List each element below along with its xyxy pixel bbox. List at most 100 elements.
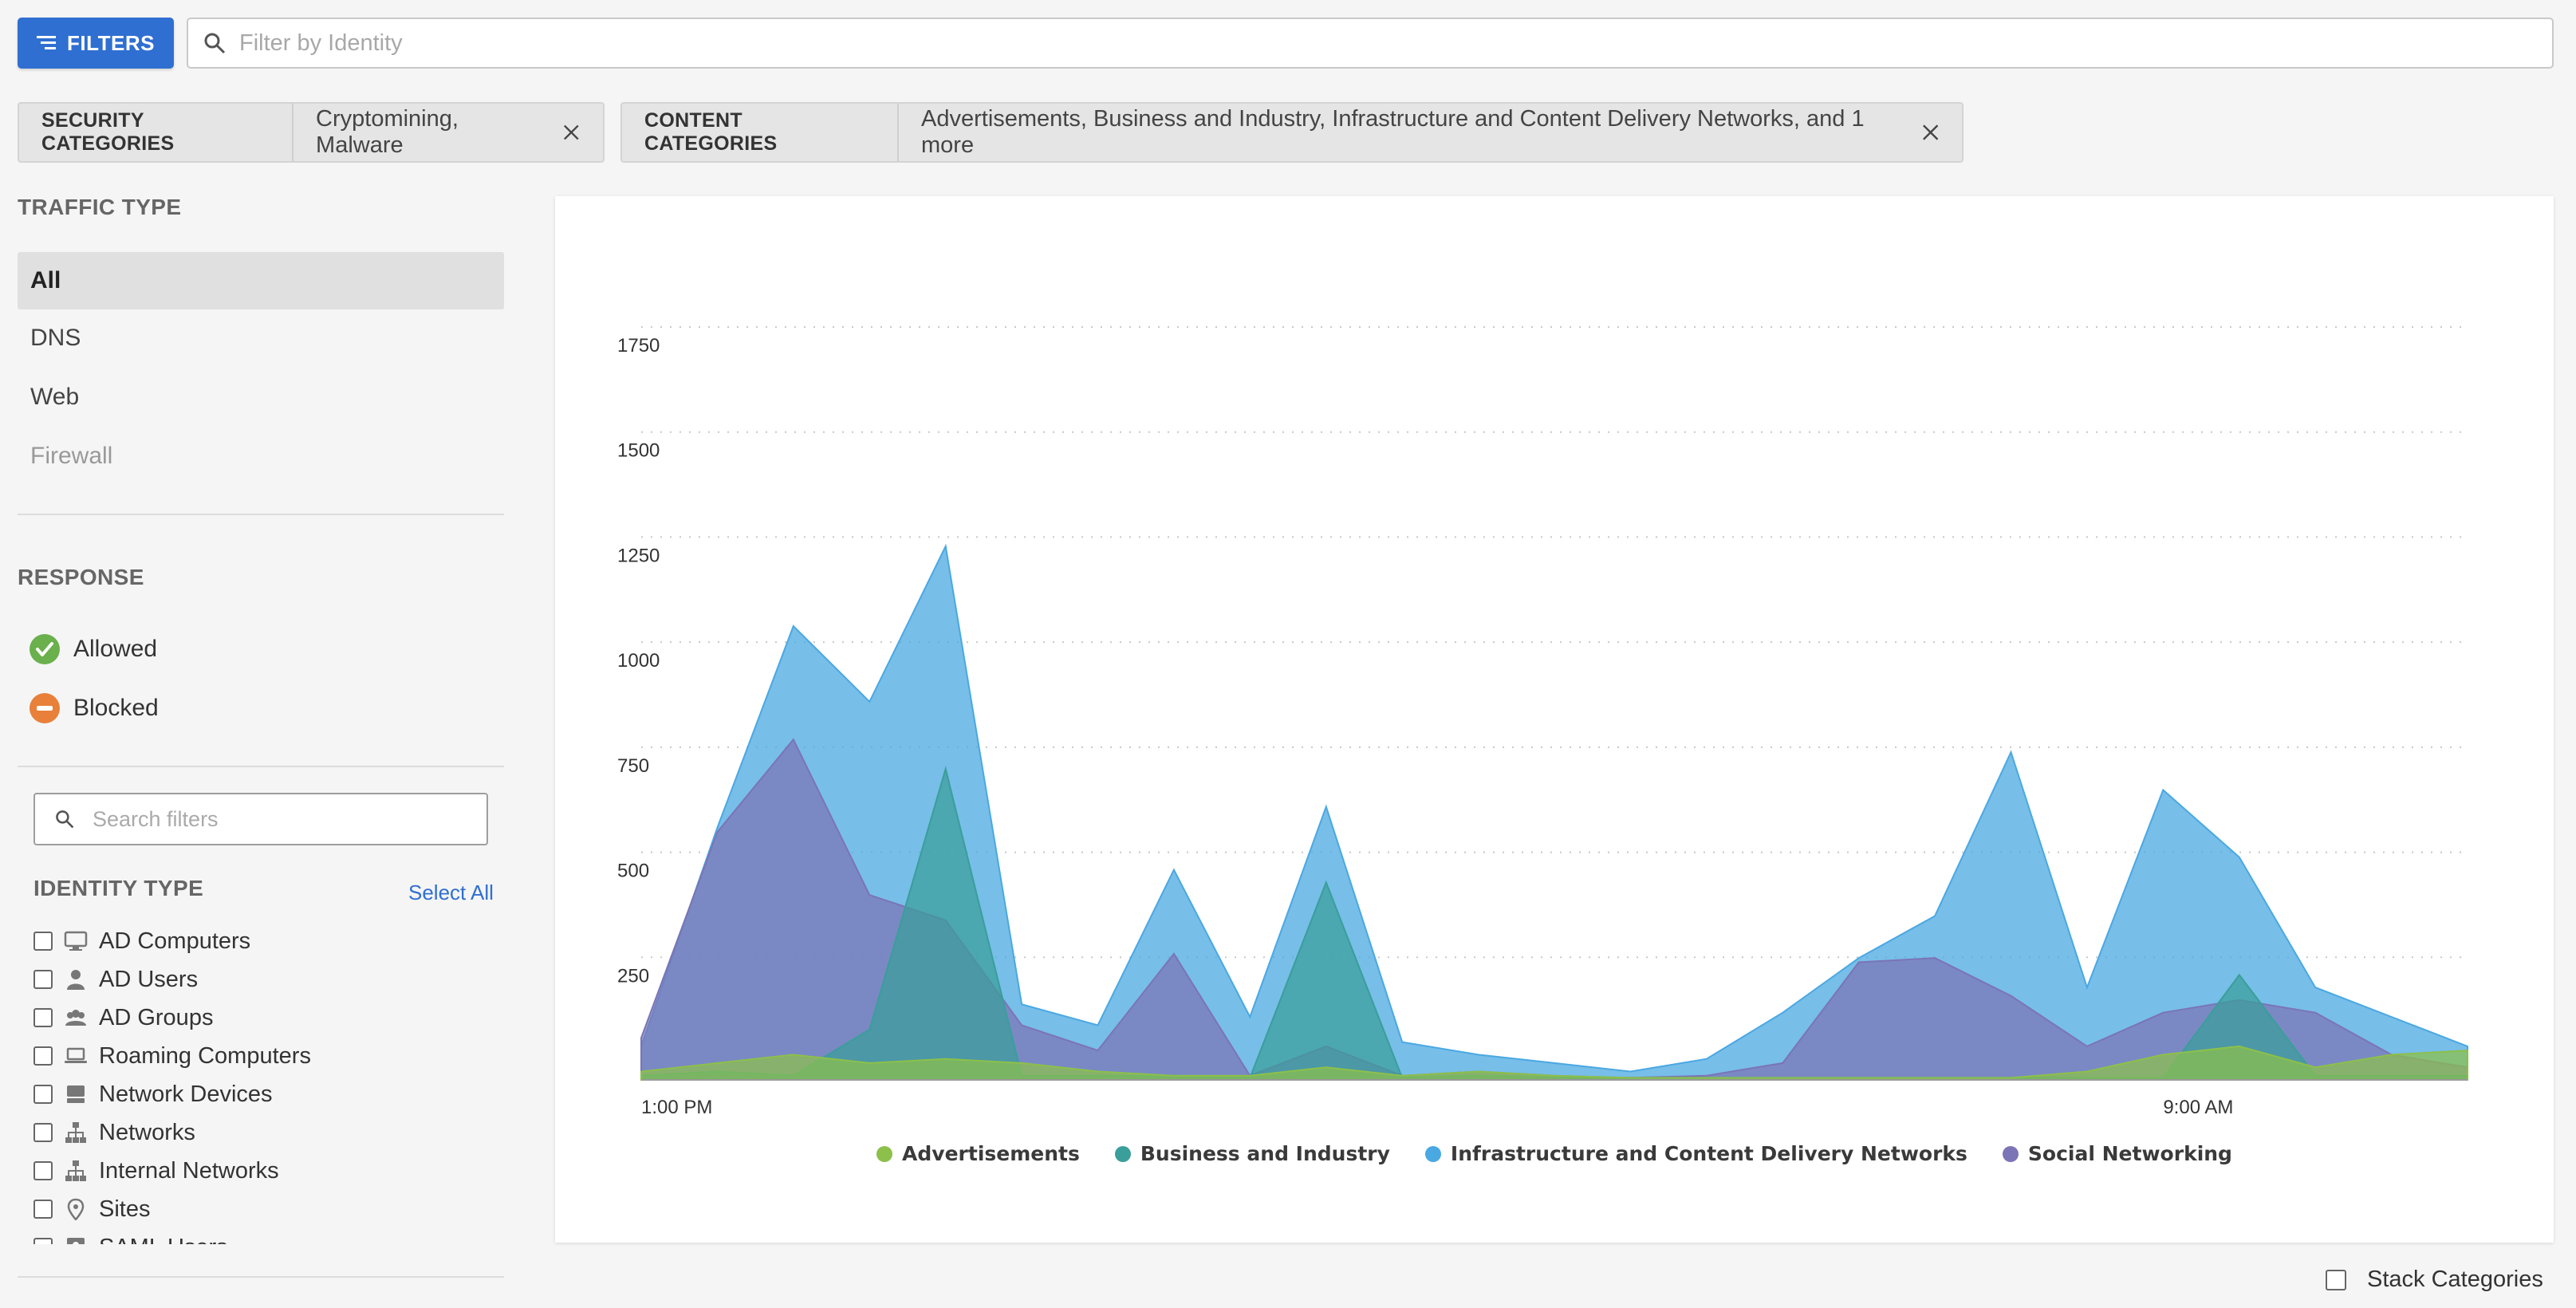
search-filters-field[interactable]	[33, 793, 488, 845]
group-icon	[65, 1010, 86, 1026]
legend-item[interactable]: Business and Industry	[1114, 1142, 1390, 1165]
search-filters-input[interactable]	[93, 806, 467, 832]
checkbox[interactable]	[33, 1085, 53, 1104]
divider	[18, 514, 504, 515]
response-blocked[interactable]: Blocked	[29, 692, 159, 724]
y-tick-label: 1750	[617, 335, 660, 357]
checkbox[interactable]	[33, 1046, 53, 1066]
response-heading: RESPONSE	[18, 565, 144, 589]
traffic-type-all[interactable]: All	[18, 252, 504, 309]
identity-filter-input[interactable]	[239, 30, 2472, 57]
select-all-link[interactable]: Select All	[408, 881, 494, 904]
divider	[18, 1276, 504, 1278]
y-tick-label: 1000	[617, 650, 660, 672]
x-tick-label: 9:00 AM	[2163, 1097, 2233, 1118]
response-label: Blocked	[73, 695, 159, 721]
search-icon	[56, 810, 74, 829]
legend-item[interactable]: Social Networking	[2002, 1142, 2232, 1165]
identity-type-roaming-computers[interactable]: Roaming Computers	[33, 1037, 504, 1075]
chip-value: Advertisements, Business and Industry, I…	[921, 106, 1865, 158]
identity-type-label: Roaming Computers	[99, 1042, 311, 1069]
monitor-icon	[64, 931, 88, 951]
identity-type-label: Networks	[99, 1119, 195, 1145]
y-tick-label: 250	[617, 965, 649, 987]
legend-item[interactable]: Advertisements	[876, 1142, 1080, 1165]
checkbox[interactable]	[33, 1161, 53, 1180]
security-categories-chip: SECURITY CATEGORIES Cryptomining, Malwar…	[18, 102, 605, 163]
identity-type-ad-computers[interactable]: AD Computers	[33, 922, 504, 960]
close-icon[interactable]	[1921, 123, 1940, 142]
traffic-type-dns[interactable]: DNS	[30, 325, 81, 351]
identity-type-ad-groups[interactable]: AD Groups	[33, 999, 504, 1037]
legend-item[interactable]: Infrastructure and Content Delivery Netw…	[1424, 1142, 1967, 1165]
saml-user-icon	[67, 1238, 85, 1244]
identity-type-ad-users[interactable]: AD Users	[33, 960, 504, 999]
legend-dot	[1114, 1145, 1131, 1162]
content-categories-chip: CONTENT CATEGORIES Advertisements, Busin…	[620, 102, 1964, 163]
response-label: Allowed	[73, 636, 158, 662]
identity-type-label: Network Devices	[99, 1081, 273, 1107]
series-area-infrastructure-and-content-delivery-networks[interactable]	[640, 543, 2468, 1081]
legend-dot	[2002, 1145, 2019, 1162]
identity-filter-field[interactable]	[187, 18, 2554, 69]
legend-label: Advertisements	[902, 1142, 1080, 1165]
identity-type-label: SAML Users	[99, 1235, 228, 1245]
y-tick-label: 1500	[617, 440, 660, 462]
location-pin-icon	[67, 1198, 85, 1220]
legend-label: Infrastructure and Content Delivery Netw…	[1450, 1142, 1967, 1165]
identity-type-label: AD Users	[99, 966, 199, 992]
traffic-type-heading: TRAFFIC TYPE	[18, 195, 182, 219]
identity-type-sites[interactable]: Sites	[33, 1190, 504, 1228]
network-device-icon	[67, 1085, 85, 1103]
chip-label: CONTENT CATEGORIES	[622, 104, 899, 161]
identity-type-saml-users[interactable]: SAML Users	[33, 1228, 504, 1244]
filter-icon	[37, 36, 57, 49]
check-circle-icon	[30, 634, 60, 664]
identity-type-label: Internal Networks	[99, 1157, 279, 1184]
y-tick-label: 500	[617, 861, 649, 882]
checkbox[interactable]	[33, 1123, 53, 1142]
identity-type-internal-networks[interactable]: Internal Networks	[33, 1152, 504, 1190]
search-icon	[204, 33, 226, 54]
identity-type-label: AD Computers	[99, 928, 251, 954]
traffic-type-web[interactable]: Web	[30, 384, 80, 410]
stack-categories-label: Stack Categories	[2367, 1267, 2543, 1292]
identity-type-list: AD Computers AD Users AD Groups Roaming …	[33, 922, 504, 1244]
network-icon	[65, 1122, 86, 1143]
area-chart: 250 500 750 1000 1250 1500 1750 1:00 PM 9:00 AM	[617, 326, 2468, 1118]
close-icon[interactable]	[562, 123, 581, 142]
checkbox[interactable]	[33, 1238, 53, 1244]
stack-categories-toggle[interactable]: Stack Categories	[2326, 1267, 2543, 1293]
network-icon	[65, 1160, 86, 1181]
x-tick-label: 1:00 PM	[641, 1097, 712, 1118]
checkbox[interactable]	[33, 1008, 53, 1027]
filters-button[interactable]: FILTERS	[18, 18, 174, 69]
identity-type-heading: IDENTITY TYPE	[33, 876, 204, 900]
checkbox[interactable]	[33, 1200, 53, 1219]
identity-type-label: AD Groups	[99, 1004, 214, 1030]
y-tick-label: 1250	[617, 545, 660, 566]
legend-label: Social Networking	[2027, 1142, 2232, 1165]
response-allowed[interactable]: Allowed	[29, 633, 157, 665]
checkbox[interactable]	[33, 970, 53, 989]
legend-dot	[876, 1145, 893, 1162]
chip-label: SECURITY CATEGORIES	[19, 104, 294, 161]
legend-dot	[1424, 1145, 1441, 1162]
minus-circle-icon	[30, 693, 60, 723]
chart-card: 250 500 750 1000 1250 1500 1750 1:00 PM 9:00 AM …	[555, 196, 2554, 1243]
y-tick-label: 750	[617, 755, 649, 777]
checkbox[interactable]	[2326, 1269, 2346, 1290]
filters-button-label: FILTERS	[67, 30, 155, 55]
laptop-icon	[65, 1047, 87, 1063]
chip-value: Cryptomining, Malware	[316, 106, 459, 158]
legend-label: Business and Industry	[1140, 1142, 1390, 1165]
series-area-advertisements[interactable]	[640, 1045, 2468, 1081]
checkbox[interactable]	[33, 932, 53, 951]
divider	[18, 766, 504, 767]
identity-type-networks[interactable]: Networks	[33, 1113, 504, 1152]
user-icon	[67, 970, 85, 990]
identity-type-network-devices[interactable]: Network Devices	[33, 1075, 504, 1113]
identity-type-label: Sites	[99, 1196, 151, 1222]
chart-legend: Advertisements Business and Industry Infra…	[555, 1142, 2554, 1165]
traffic-type-firewall: Firewall	[30, 443, 113, 469]
